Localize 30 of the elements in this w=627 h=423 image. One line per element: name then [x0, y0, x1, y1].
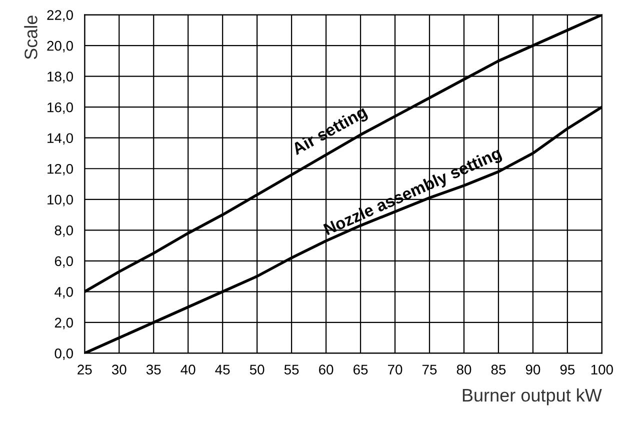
y-tick-label: 10,0 [48, 194, 73, 206]
y-tick-label: 4,0 [54, 287, 73, 298]
x-tick-label: 70 [388, 364, 402, 375]
y-axis-title: Scale [24, 16, 38, 60]
x-tick-label: 60 [319, 364, 334, 375]
x-tick-label: 65 [354, 364, 368, 375]
x-axis-title: Burner output kW [462, 388, 602, 406]
y-tick-label: 12,0 [48, 164, 73, 176]
x-tick-label: 30 [112, 364, 126, 375]
y-tick-label: 8,0 [54, 225, 73, 237]
y-tick-label: 16,0 [48, 102, 73, 114]
x-tick-label: 50 [250, 364, 264, 375]
y-tick-label: 14,0 [48, 133, 73, 145]
x-tick-label: 80 [456, 364, 472, 375]
y-tick-label: 2,0 [54, 318, 73, 330]
y-tick-label: 6,0 [54, 256, 73, 268]
y-tick-label: 0,0 [54, 348, 73, 360]
x-tick-label: 75 [422, 364, 437, 375]
x-tick-label: 85 [491, 364, 506, 375]
y-tick-label: 18,0 [48, 72, 73, 84]
y-tick-label: 22,0 [47, 10, 73, 22]
x-tick-label: 40 [180, 364, 196, 375]
x-tick-label: 100 [591, 364, 613, 375]
x-tick-label: 95 [560, 364, 575, 375]
x-tick-label: 35 [146, 364, 161, 375]
x-tick-label: 45 [215, 364, 230, 375]
x-tick-label: 55 [284, 364, 299, 375]
x-tick-label: 90 [526, 364, 540, 375]
x-tick-label: 25 [78, 364, 92, 375]
y-tick-label: 20,0 [47, 40, 73, 52]
